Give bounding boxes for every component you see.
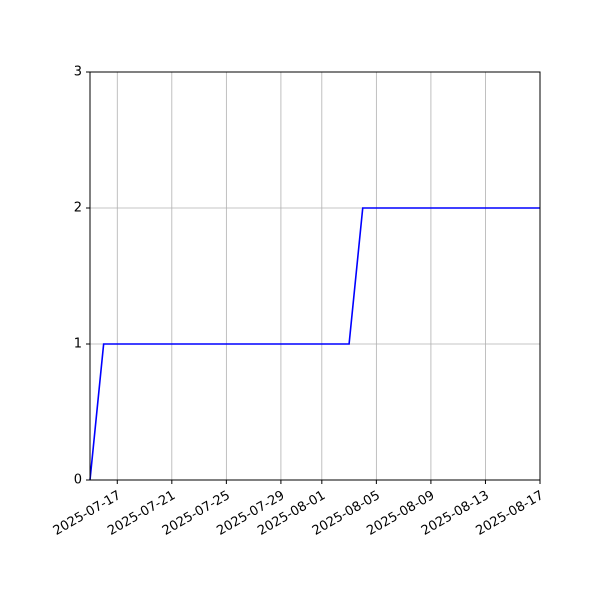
series-line [89,207,540,481]
y-tick-label: 0 [74,473,82,488]
y-tick-label: 3 [74,65,82,80]
y-axis-ticks: 0 1 2 3 [74,65,90,488]
y-tick-label: 1 [74,337,82,352]
grid-lines [90,71,541,481]
y-tick-label: 2 [74,201,82,216]
x-axis-ticks: 2025-07-172025-07-212025-07-252025-07-29… [51,480,546,539]
plot-frame [89,71,541,481]
series-layer [89,207,540,481]
